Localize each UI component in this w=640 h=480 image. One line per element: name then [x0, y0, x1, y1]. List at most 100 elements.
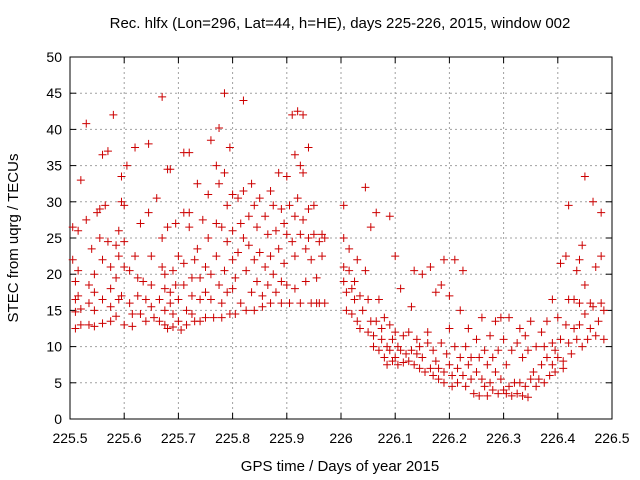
y-tick-label: 20 — [46, 266, 62, 282]
data-point — [174, 295, 183, 304]
data-point — [448, 382, 457, 391]
data-point — [580, 310, 589, 319]
data-point — [250, 201, 259, 210]
data-point — [90, 322, 99, 331]
data-point — [74, 291, 83, 300]
data-point — [269, 201, 278, 210]
data-point — [453, 378, 462, 387]
data-point — [206, 270, 215, 279]
data-point — [182, 306, 191, 315]
data-point — [109, 110, 118, 119]
data-point — [247, 288, 256, 297]
data-point — [431, 357, 440, 366]
data-point — [483, 360, 492, 369]
x-tick-label: 226.3 — [486, 430, 521, 446]
data-point — [383, 360, 392, 369]
data-point — [106, 317, 115, 326]
data-point — [163, 223, 172, 232]
data-point — [150, 313, 159, 322]
data-point — [136, 219, 145, 228]
data-point — [467, 375, 476, 384]
data-point — [589, 302, 598, 311]
data-point — [120, 237, 129, 246]
x-tick-label: 225.9 — [269, 430, 304, 446]
data-point — [76, 320, 85, 329]
data-point — [144, 139, 153, 148]
data-point — [347, 310, 356, 319]
data-point — [439, 255, 448, 264]
data-point — [196, 317, 205, 326]
data-point — [76, 304, 85, 313]
data-point — [212, 219, 221, 228]
data-point — [299, 215, 308, 224]
data-point — [575, 255, 584, 264]
y-tick-label: 10 — [46, 339, 62, 355]
data-point — [106, 302, 115, 311]
data-point — [366, 223, 375, 232]
data-point — [396, 284, 405, 293]
data-point — [215, 123, 224, 132]
data-point — [187, 273, 196, 282]
data-point — [515, 378, 524, 387]
data-point — [553, 313, 562, 322]
data-point — [261, 212, 270, 221]
data-point — [90, 306, 99, 315]
data-point — [399, 358, 408, 367]
data-point — [179, 259, 188, 268]
data-point — [542, 317, 551, 326]
data-point — [239, 96, 248, 105]
data-point — [491, 367, 500, 376]
data-point — [469, 389, 478, 398]
data-point — [385, 346, 394, 355]
data-point — [404, 357, 413, 366]
data-point — [263, 281, 272, 290]
data-point — [282, 281, 291, 290]
data-point — [179, 281, 188, 290]
data-point — [377, 324, 386, 333]
data-point — [82, 215, 91, 224]
data-point — [84, 320, 93, 329]
data-point — [364, 328, 373, 337]
data-point — [198, 215, 207, 224]
data-point — [177, 325, 186, 334]
data-point — [355, 324, 364, 333]
data-point — [269, 270, 278, 279]
y-tick-label: 25 — [46, 230, 62, 246]
data-point — [174, 317, 183, 326]
data-point — [385, 212, 394, 221]
data-points — [68, 89, 608, 402]
x-tick-label: 226.2 — [432, 430, 467, 446]
data-point — [225, 143, 234, 152]
data-point — [494, 346, 503, 355]
data-point — [277, 277, 286, 286]
data-point — [133, 273, 142, 282]
data-point — [437, 281, 446, 290]
data-point — [502, 360, 511, 369]
data-point — [84, 281, 93, 290]
data-point — [133, 291, 142, 300]
data-point — [402, 349, 411, 358]
data-point — [274, 244, 283, 253]
data-point — [182, 320, 191, 329]
data-point — [589, 197, 598, 206]
data-point — [301, 277, 310, 286]
data-point — [255, 194, 264, 203]
data-point — [212, 161, 221, 170]
data-point — [358, 306, 367, 315]
data-point — [285, 299, 294, 308]
chart-title: Rec. hlfx (Lon=296, Lat=44, h=HE), days … — [110, 15, 571, 32]
data-point — [548, 360, 557, 369]
data-point — [423, 338, 432, 347]
x-tick-label: 226 — [329, 430, 353, 446]
data-point — [131, 252, 140, 261]
y-tick-label: 15 — [46, 302, 62, 318]
data-point — [236, 219, 245, 228]
data-point — [266, 299, 275, 308]
data-point — [540, 342, 549, 351]
data-point — [442, 349, 451, 358]
x-tick-label: 226.4 — [540, 430, 575, 446]
data-point — [523, 346, 532, 355]
data-point — [98, 319, 107, 328]
data-point — [445, 291, 454, 300]
data-point — [456, 306, 465, 315]
